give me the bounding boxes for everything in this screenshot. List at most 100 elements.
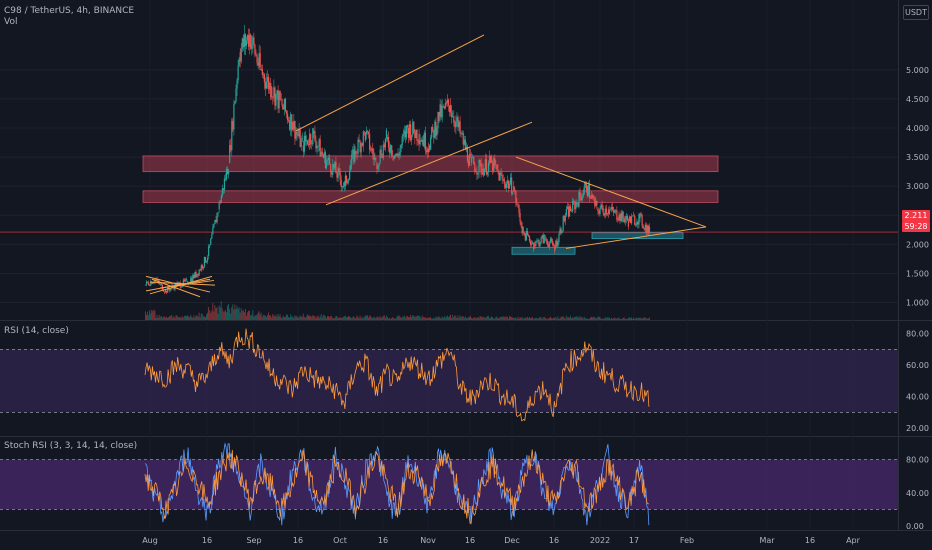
volume-bar [489,318,490,320]
volume-bar [632,319,634,320]
volume-bar [372,318,374,320]
volume-bar [190,314,192,320]
volume-bar [430,316,432,320]
volume-bar [534,318,536,320]
candle-body [397,154,399,158]
candle-body [597,209,599,211]
stoch-series-line [144,442,650,526]
time-tick-label: Nov [420,536,436,545]
candle-body [581,196,583,201]
volume-bar [230,313,232,320]
volume-bar [493,318,495,320]
volume-bar [312,315,314,320]
volume-bar [257,312,259,320]
candle-body [482,169,484,176]
volume-bar [621,318,623,320]
volume-bar [156,314,158,320]
candle-body [605,208,607,215]
candle-body [524,233,526,241]
candle-body [411,135,413,141]
volume-bar [643,317,645,320]
candle-body [460,133,462,134]
candle-body [535,241,537,247]
volume-bar [145,311,146,320]
volume-bar [539,316,541,320]
candle-body [441,106,443,118]
symbol-title[interactable]: C98 / TetherUS, 4h, BINANCE [4,6,135,16]
candle-body [478,159,480,173]
volume-bar [251,314,253,320]
candle-body [634,216,636,226]
volume-bar [368,317,369,320]
volume-bar [540,317,542,320]
candle-body [609,209,612,211]
candle-body [646,225,648,234]
volume-bar [305,316,307,320]
candle-body [366,130,369,132]
volume-bars [145,301,650,320]
candle-body [627,220,630,227]
volume-bar [220,301,222,320]
candle-body [528,236,531,241]
candle-body [407,128,410,138]
volume-bar [182,317,184,320]
volume-bar [590,317,591,320]
volume-bar [516,318,518,320]
volume-bar [561,316,563,320]
time-tick-label: 16 [549,536,559,545]
candle-body [264,82,267,89]
candle-body [349,170,351,180]
volume-bar [583,316,585,320]
volume-bar [385,315,387,320]
candle-body [505,183,507,188]
candle-body [356,153,358,154]
candle-body [392,155,394,157]
candle-body [420,140,422,142]
volume-bar [431,318,433,320]
volume-bar [424,317,426,320]
volume-bar [174,317,176,320]
candle-body [613,209,615,213]
candle-body [164,289,167,293]
candle-body [418,133,420,145]
volume-bar [456,317,458,320]
volume-bar [232,304,234,320]
volume-bar [193,315,195,320]
volume-bar [491,316,493,320]
volume-bar [436,317,438,320]
candle-body [434,121,436,138]
volume-bar [562,316,564,320]
volume-bar [417,315,419,320]
candle-body [598,210,600,214]
candle-body [591,195,593,199]
candle-body [401,136,403,145]
candle-body [298,129,300,136]
volume-bar [416,316,418,320]
volume-bar [318,317,320,320]
volume-bar [378,318,380,320]
volume-bar [250,315,252,320]
volume-bar [469,316,470,320]
trendline-drawings[interactable] [145,34,707,298]
candle-body [513,186,515,191]
rsi-pane[interactable] [0,328,898,422]
volume-bar [414,317,416,320]
candle-body [379,149,381,163]
volume-legend[interactable]: Vol [4,17,18,27]
rsi-legend[interactable]: RSI (14, close) [4,326,69,336]
candle-body [292,122,294,130]
stoch-rsi-legend[interactable]: Stoch RSI (3, 3, 14, 14, close) [4,441,138,451]
stoch-rsi-pane[interactable] [0,442,898,526]
volume-bar [512,317,514,320]
candle-body [281,104,283,107]
currency-button[interactable]: USDT [903,5,929,20]
volume-bar [357,316,359,320]
volume-bar [218,305,220,320]
candle-body [553,245,555,247]
candle-body [234,101,236,105]
time-tick-label: Apr [846,536,861,545]
volume-bar [359,315,361,320]
volume-bar [383,315,385,320]
candle-body [488,155,491,163]
